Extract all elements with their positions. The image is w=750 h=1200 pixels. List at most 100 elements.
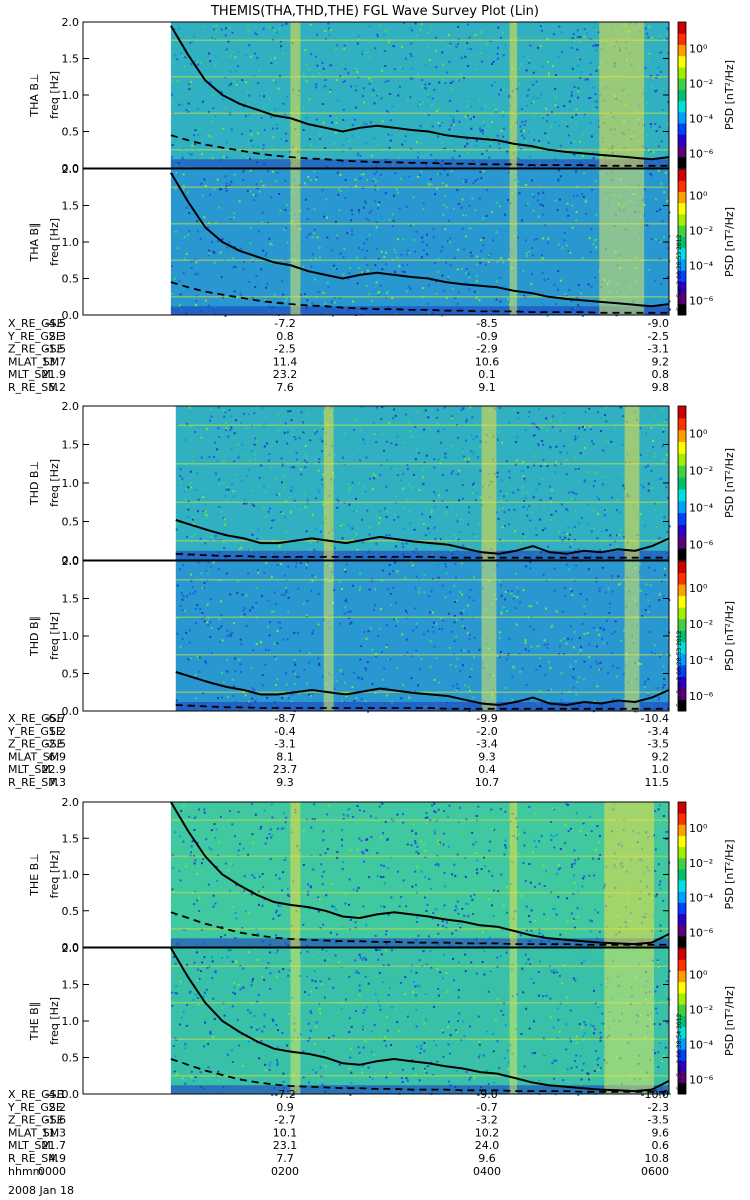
noise-pixel bbox=[269, 621, 272, 624]
noise-pixel bbox=[362, 297, 365, 300]
noise-pixel bbox=[433, 526, 436, 529]
noise-pixel bbox=[255, 183, 258, 186]
noise-pixel bbox=[421, 85, 424, 88]
noise-pixel bbox=[540, 426, 543, 429]
noise-pixel bbox=[186, 423, 189, 426]
noise-pixel bbox=[308, 138, 311, 141]
noise-pixel bbox=[174, 831, 177, 834]
noise-pixel bbox=[341, 700, 344, 702]
noise-pixel bbox=[363, 810, 366, 813]
noise-pixel bbox=[665, 486, 668, 489]
noise-pixel bbox=[562, 445, 565, 448]
noise-pixel bbox=[362, 1064, 364, 1067]
noise-pixel bbox=[536, 199, 539, 202]
noise-pixel bbox=[344, 599, 347, 602]
y-tick-label: 0.5 bbox=[62, 516, 80, 529]
noise-pixel bbox=[275, 684, 278, 687]
noise-pixel bbox=[417, 684, 420, 687]
noise-pixel bbox=[467, 457, 470, 460]
noise-pixel bbox=[346, 175, 349, 178]
noise-pixel bbox=[668, 308, 671, 311]
noise-pixel bbox=[293, 435, 296, 438]
noise-pixel bbox=[461, 484, 464, 487]
y-tick-label: 2.0 bbox=[62, 16, 80, 29]
noise-pixel bbox=[567, 830, 570, 832]
noise-pixel bbox=[344, 432, 347, 435]
noise-pixel bbox=[596, 495, 598, 498]
noise-pixel bbox=[434, 908, 437, 911]
noise-pixel bbox=[239, 663, 242, 666]
noise-pixel bbox=[341, 456, 344, 459]
noise-pixel bbox=[475, 435, 478, 438]
noise-pixel bbox=[538, 840, 541, 843]
noise-pixel bbox=[436, 862, 439, 865]
noise-pixel bbox=[257, 82, 260, 85]
noise-pixel bbox=[233, 290, 236, 293]
noise-pixel bbox=[412, 629, 415, 632]
noise-pixel bbox=[200, 456, 203, 459]
noise-pixel bbox=[176, 632, 179, 635]
noise-pixel bbox=[217, 427, 220, 430]
noise-pixel bbox=[502, 127, 505, 130]
noise-pixel bbox=[533, 839, 536, 842]
noise-pixel bbox=[521, 253, 524, 256]
noise-pixel bbox=[593, 1032, 596, 1035]
noise-pixel bbox=[560, 672, 563, 675]
noise-pixel bbox=[590, 285, 593, 288]
noise-pixel bbox=[642, 675, 645, 678]
noise-pixel bbox=[287, 697, 290, 700]
noise-pixel bbox=[446, 71, 449, 74]
noise-pixel bbox=[440, 441, 442, 444]
noise-pixel bbox=[224, 862, 227, 865]
noise-pixel bbox=[588, 255, 591, 258]
burst-band bbox=[481, 406, 497, 560]
y-tick-label: 2.0 bbox=[62, 796, 80, 809]
colorbar-segment bbox=[678, 512, 686, 525]
noise-pixel bbox=[392, 45, 395, 47]
noise-pixel bbox=[171, 265, 174, 268]
noise-pixel bbox=[365, 669, 368, 672]
noise-pixel bbox=[604, 414, 607, 416]
noise-pixel bbox=[340, 131, 343, 134]
noise-pixel bbox=[334, 220, 337, 223]
noise-pixel bbox=[430, 29, 433, 32]
noise-pixel bbox=[223, 460, 226, 463]
noise-pixel bbox=[287, 410, 290, 413]
noise-pixel bbox=[540, 1029, 543, 1032]
noise-pixel bbox=[575, 113, 578, 116]
noise-pixel bbox=[383, 50, 386, 53]
noise-pixel bbox=[242, 412, 245, 415]
noise-pixel bbox=[541, 257, 544, 260]
noise-pixel bbox=[273, 30, 276, 33]
noise-pixel bbox=[641, 615, 644, 617]
noise-pixel bbox=[311, 693, 314, 695]
noise-pixel bbox=[321, 483, 324, 486]
noise-pixel bbox=[242, 179, 245, 181]
noise-pixel bbox=[225, 27, 227, 30]
noise-pixel bbox=[304, 999, 306, 1002]
noise-pixel bbox=[402, 528, 405, 530]
noise-pixel bbox=[531, 179, 533, 182]
noise-pixel bbox=[294, 672, 297, 675]
noise-pixel bbox=[281, 464, 284, 467]
noise-pixel bbox=[254, 458, 257, 461]
noise-pixel bbox=[515, 459, 518, 462]
noise-pixel bbox=[410, 42, 413, 45]
noise-pixel bbox=[194, 273, 197, 276]
noise-pixel bbox=[443, 169, 446, 172]
noise-pixel bbox=[415, 34, 418, 37]
noise-pixel bbox=[233, 432, 236, 435]
colorbar-segment bbox=[678, 641, 686, 654]
noise-pixel bbox=[321, 61, 324, 64]
noise-pixel bbox=[263, 1080, 266, 1083]
noise-pixel bbox=[434, 660, 437, 663]
noise-pixel bbox=[331, 905, 334, 908]
noise-pixel bbox=[655, 89, 658, 92]
noise-pixel bbox=[593, 26, 596, 29]
noise-pixel bbox=[261, 221, 264, 224]
noise-pixel bbox=[538, 886, 541, 889]
noise-pixel bbox=[237, 51, 240, 54]
noise-pixel bbox=[546, 61, 549, 63]
noise-pixel bbox=[528, 146, 531, 148]
noise-pixel bbox=[181, 157, 184, 160]
